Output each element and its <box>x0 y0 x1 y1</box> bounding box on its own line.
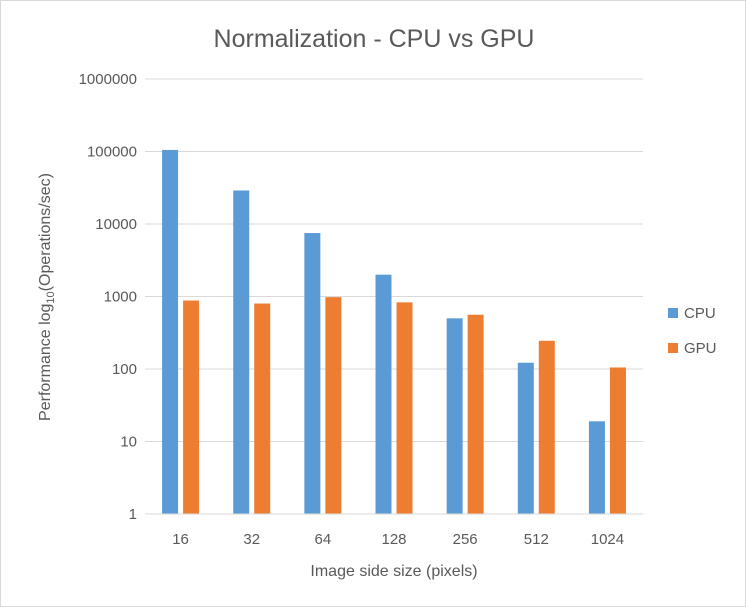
x-tick-label: 32 <box>243 531 260 548</box>
bar-cpu-1024 <box>588 421 605 514</box>
bar-cpu-512 <box>517 362 534 514</box>
y-tick-label: 10 <box>120 434 137 451</box>
bar-gpu-16 <box>183 300 200 514</box>
bar-gpu-1024 <box>609 367 626 514</box>
y-axis-label-prefix: Performance log <box>37 304 54 421</box>
x-tick-label: 128 <box>381 531 406 548</box>
bar-cpu-128 <box>375 274 392 514</box>
y-tick-label: 1000000 <box>79 71 137 88</box>
x-tick-label: 512 <box>524 531 549 548</box>
bar-gpu-128 <box>396 302 413 514</box>
bars <box>162 149 626 515</box>
legend-swatch-cpu <box>668 308 678 318</box>
y-tick-label: 1 <box>129 506 137 523</box>
y-tick-label: 10000 <box>95 216 137 233</box>
bar-gpu-256 <box>467 314 484 514</box>
y-axis-tick-labels: 1 10 100 1000 10000 100000 1000000 <box>79 71 137 523</box>
legend-label-cpu: CPU <box>684 305 716 322</box>
bar-cpu-256 <box>446 318 463 514</box>
bar-cpu-16 <box>162 149 179 514</box>
x-axis-label: Image side size (pixels) <box>310 563 477 580</box>
gridlines <box>145 78 643 442</box>
y-tick-label: 1000 <box>104 289 137 306</box>
legend-label-gpu: GPU <box>684 340 717 357</box>
y-tick-label: 100000 <box>87 144 137 161</box>
y-tick-label: 100 <box>112 361 137 378</box>
x-tick-label: 16 <box>172 531 189 548</box>
y-axis-label-subscript: 10 <box>45 291 57 303</box>
bar-cpu-32 <box>233 190 250 515</box>
legend: CPU GPU <box>668 305 717 357</box>
chart-title: Normalization - CPU vs GPU <box>214 25 535 53</box>
x-tick-label: 256 <box>453 531 478 548</box>
bar-cpu-64 <box>304 233 321 515</box>
y-axis-label: Performance log10(Operations/sec) <box>37 173 57 421</box>
y-axis-label-suffix: (Operations/sec) <box>37 173 54 291</box>
x-tick-label: 1024 <box>591 531 624 548</box>
legend-swatch-gpu <box>668 343 678 353</box>
bar-gpu-64 <box>325 297 342 514</box>
x-tick-label: 64 <box>315 531 332 548</box>
bar-gpu-512 <box>538 340 555 514</box>
x-axis-tick-labels: 16 32 64 128 256 512 1024 <box>172 531 624 548</box>
bar-gpu-32 <box>254 303 271 514</box>
